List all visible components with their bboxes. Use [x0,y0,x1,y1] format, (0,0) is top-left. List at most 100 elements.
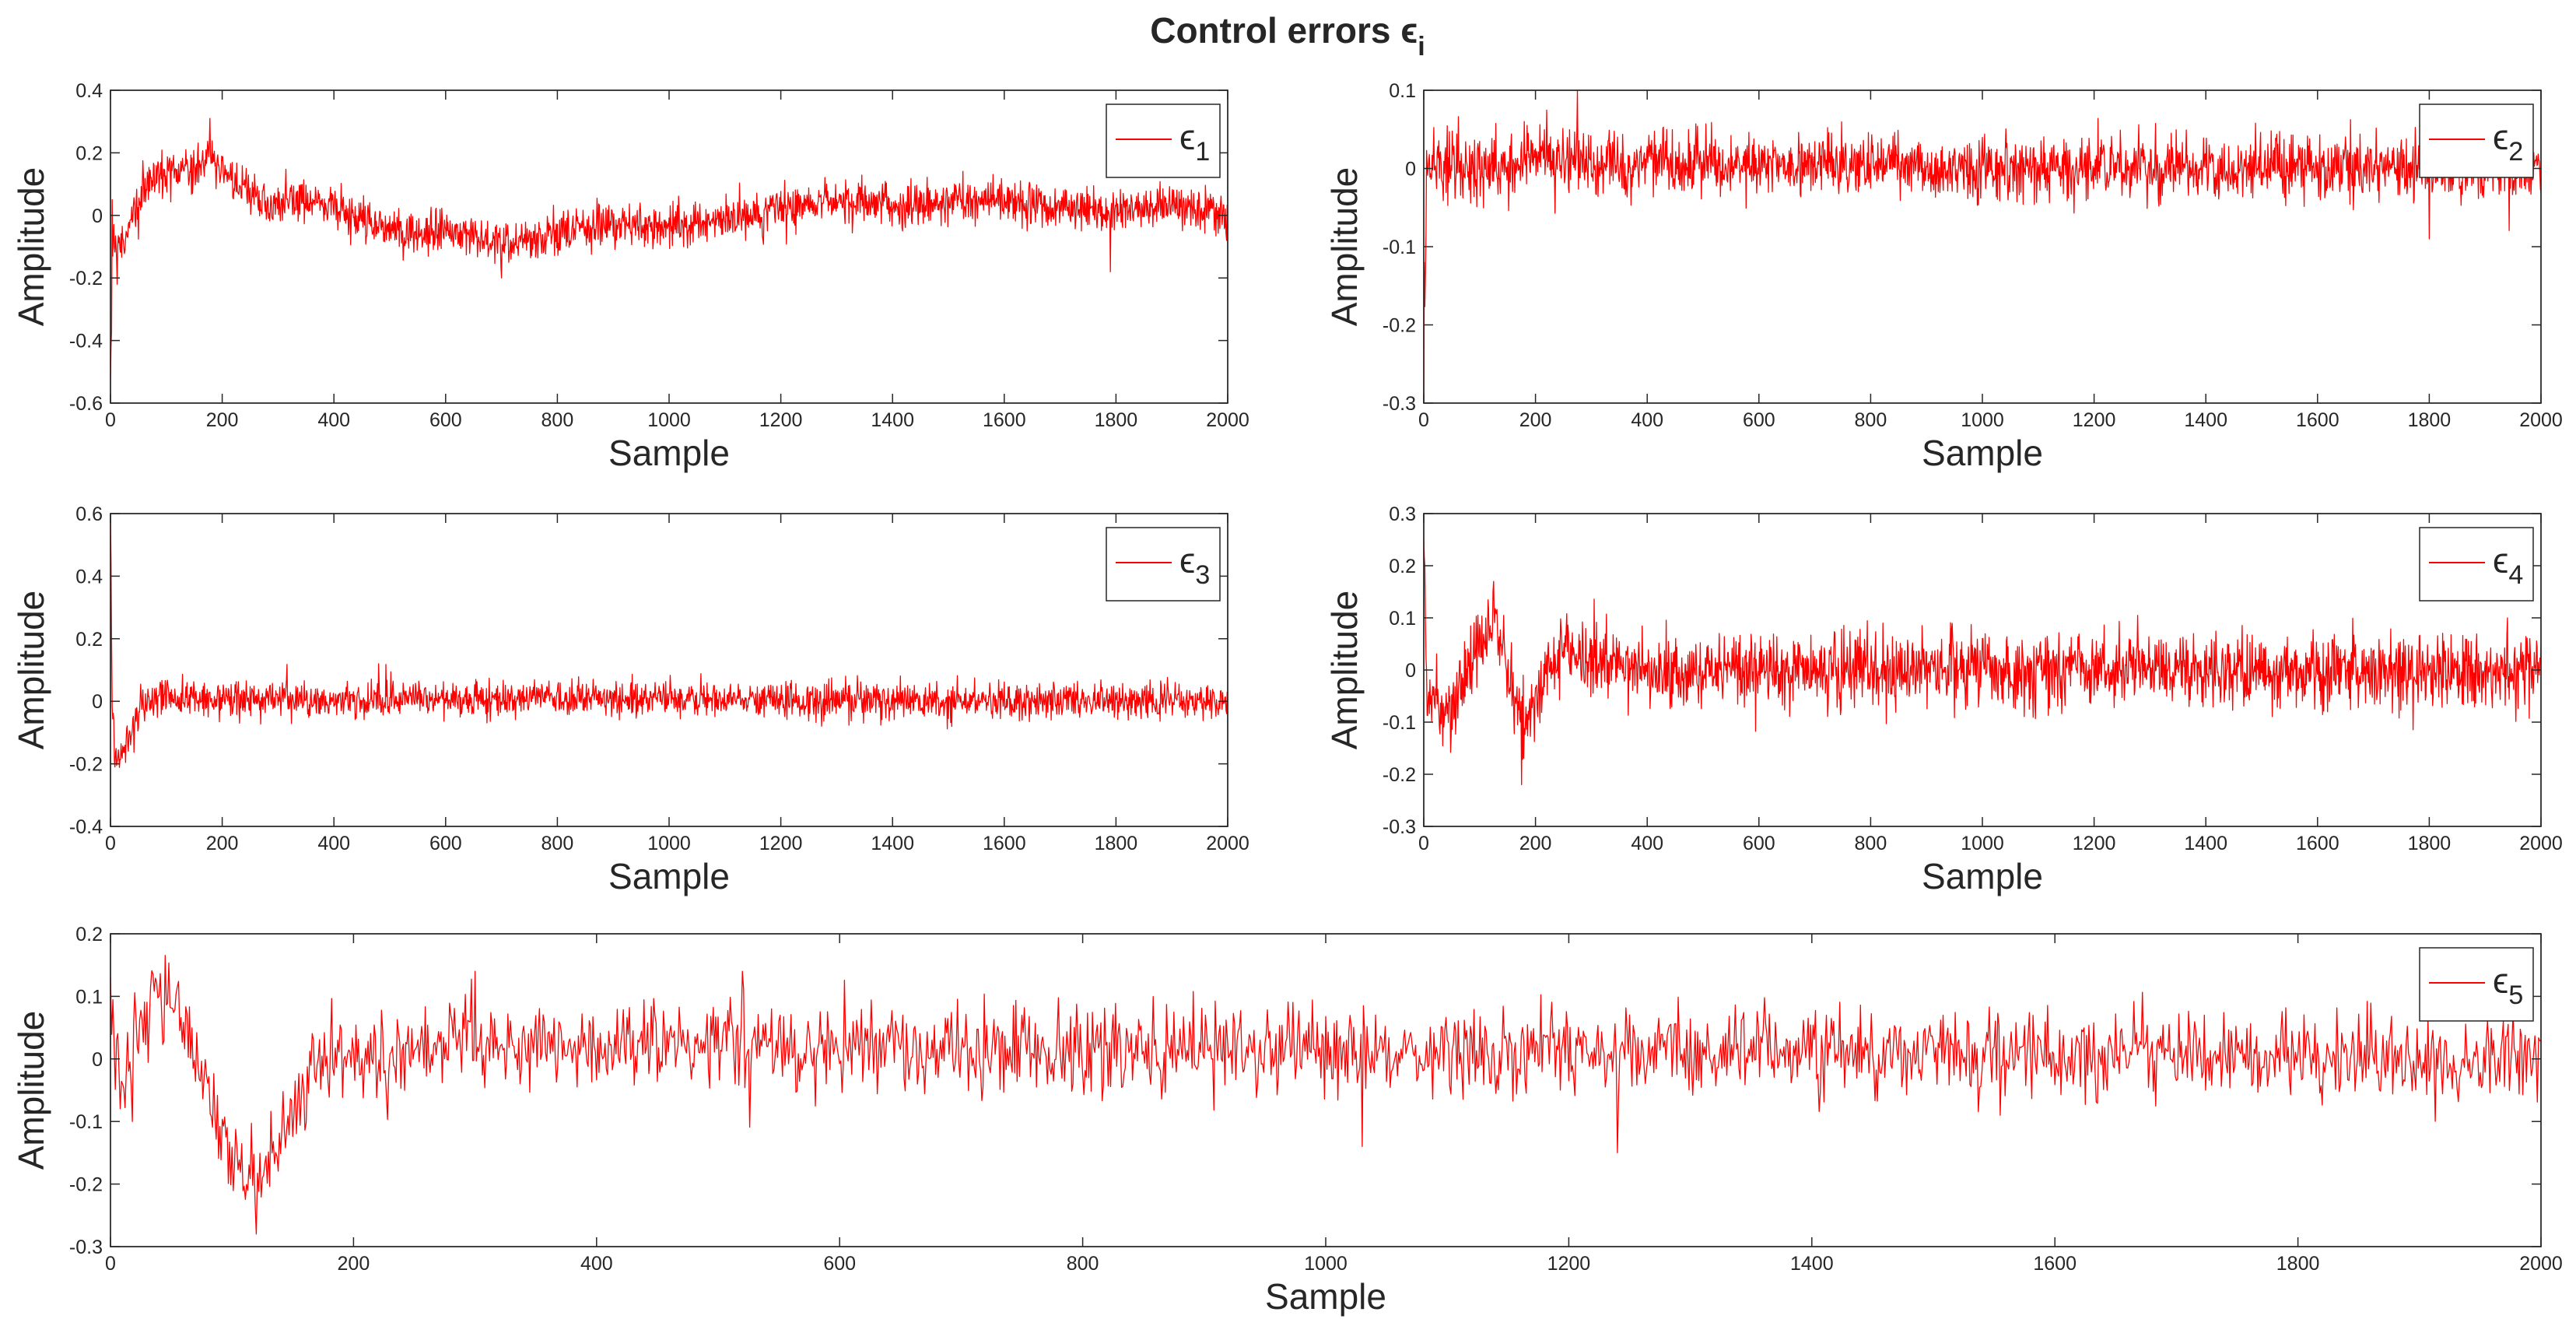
y-tick-label: -0.2 [1383,315,1416,337]
series-line-eps2 [1423,89,2542,404]
x-tick-label: 200 [206,833,239,854]
y-tick-label: 0.1 [1389,80,1416,102]
legend-label: ϵ3 [1179,540,1210,590]
legend-label: ϵ4 [2493,540,2523,590]
y-tick-label: -0.4 [69,816,103,838]
plot-area [110,933,2542,1247]
x-tick-label: 1600 [2296,833,2339,854]
series-line-eps1 [110,118,1228,378]
x-tick-label: 1400 [1790,1253,1834,1275]
x-axis-label: Sample [1922,856,2043,896]
y-axis-label: Amplitude [1324,167,1365,327]
y-tick-label: 0 [92,205,103,227]
y-tick-label: -0.2 [69,1174,103,1196]
chart-eps3: 0 200 400 600 800 1000 1200 1400 1600 1800 2000 -0.… [11,503,1249,896]
x-tick-label: 800 [1855,833,1887,854]
x-tick-label: 400 [1631,833,1663,854]
x-tick-label: 0 [105,833,116,854]
chart-eps2: 0 200 400 600 800 1000 1200 1400 1600 1800 2000 -0.… [1324,80,2563,473]
y-tick-label: 0.3 [1389,503,1416,525]
y-tick-label: -0.6 [69,393,103,415]
x-tick-label: 200 [206,409,239,431]
x-tick-label: 400 [317,409,350,431]
x-tick-label: 0 [105,1253,116,1275]
y-tick-label: 0 [1405,159,1416,181]
y-tick-label: 0.4 [75,566,103,588]
x-tick-label: 1000 [647,833,691,854]
x-tick-label: 2000 [2519,1253,2563,1275]
figure-title-symbol: ϵ [1400,10,1418,51]
legend-box [1106,527,1221,602]
chart-panels: 0 200 400 600 800 1000 1200 1400 1600 1800 2000-0.… [11,80,2563,1317]
x-tick-label: 600 [429,833,462,854]
chart-eps5: 0 200 400 600 800 1000 1200 1400 1600 1800 2000 -0.… [11,924,2563,1317]
chart-eps4: 0 200 400 600 800 1000 1200 1400 1600 1800 2000 -0.… [1324,503,2563,896]
y-tick-label: 0.2 [75,629,103,651]
legend-label: ϵ2 [2493,117,2523,167]
chart-eps1: 0 200 400 600 800 1000 1200 1400 1600 1800 2000 -0.… [11,80,1249,473]
y-tick-label: 0.2 [1389,556,1416,577]
legend-subscript: 1 [1195,137,1210,167]
x-tick-label: 1200 [2073,833,2116,854]
x-tick-label: 1400 [2184,409,2227,431]
x-tick-label: 200 [1519,833,1552,854]
x-axis-label: Sample [608,433,730,473]
y-tick-label: 0.1 [1389,608,1416,630]
x-tick-label: 400 [580,1253,613,1275]
legend-symbol: ϵ [1179,540,1195,581]
x-tick-label: 600 [1743,833,1775,854]
series-line-eps5 [110,955,2542,1235]
figure-title-text: Control errors [1150,10,1400,51]
y-axis-label: Amplitude [11,167,51,327]
x-axis-label: Sample [608,856,730,896]
x-tick-label: 1800 [2408,833,2452,854]
legend-symbol: ϵ [2493,540,2508,581]
x-tick-label: 1200 [759,833,803,854]
x-tick-label: 200 [1519,409,1552,431]
y-tick-label: -0.1 [1383,712,1416,734]
y-tick-label: -0.3 [1383,393,1416,415]
y-tick-label: 0.1 [75,986,103,1008]
figure-title: Control errors ϵi [1150,10,1425,61]
x-tick-label: 1800 [1095,833,1138,854]
legend-eps1: ϵ1 [1106,103,1221,178]
x-tick-label: 2000 [1206,409,1249,431]
y-axis-label: Amplitude [11,591,51,750]
y-tick-label: 0.2 [75,924,103,945]
x-tick-label: 1000 [1961,409,2004,431]
x-tick-label: 1800 [2408,409,2452,431]
x-tick-label: 1200 [1547,1253,1591,1275]
x-tick-label: 800 [541,409,574,431]
x-tick-label: 1600 [983,833,1026,854]
x-tick-label: 2000 [2519,409,2563,431]
y-tick-label: 0.4 [75,80,103,102]
legend-symbol: ϵ [1179,117,1195,157]
x-tick-label: 1000 [1304,1253,1348,1275]
y-tick-label: -0.4 [69,331,103,353]
x-axis-label: Sample [1922,433,2043,473]
x-tick-label: 0 [1418,409,1429,431]
x-tick-label: 400 [317,833,350,854]
y-tick-label: 0.2 [75,142,103,164]
x-tick-label: 200 [338,1253,370,1275]
x-tick-label: 800 [1067,1253,1099,1275]
x-tick-label: 1200 [759,409,803,431]
legend-eps4: ϵ4 [2419,527,2534,602]
y-axis-label: Amplitude [11,1011,51,1170]
y-tick-label: -0.3 [69,1237,103,1258]
x-axis-label: Sample [1265,1276,1386,1317]
x-tick-label: 1400 [2184,833,2227,854]
x-tick-label: 1600 [983,409,1026,431]
y-tick-label: -0.2 [69,268,103,289]
x-tick-label: 1000 [1961,833,2004,854]
y-tick-label: 0 [92,691,103,713]
y-tick-label: -0.2 [69,754,103,776]
x-tick-label: 1600 [2033,1253,2077,1275]
x-tick-label: 400 [1631,409,1663,431]
y-tick-label: 0 [1405,660,1416,682]
y-axis-label: Amplitude [1324,591,1365,750]
x-tick-label: 0 [105,409,116,431]
legend-symbol: ϵ [2493,960,2508,1001]
legend-subscript: 4 [2508,560,2523,590]
